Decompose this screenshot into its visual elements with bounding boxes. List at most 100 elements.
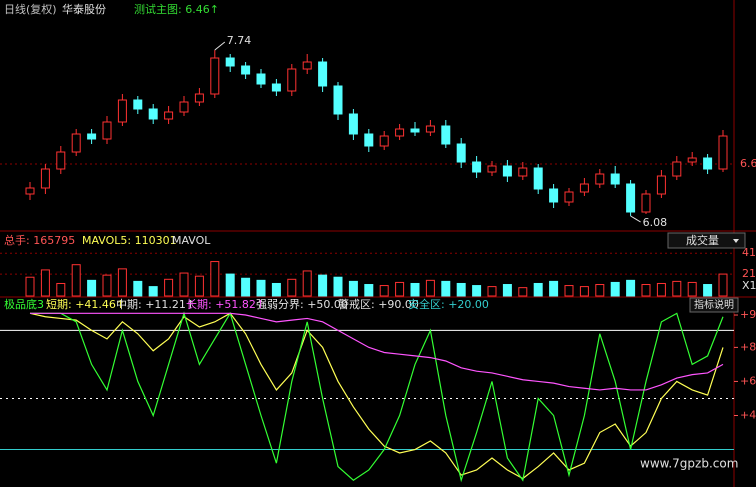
volume-bar	[241, 277, 251, 297]
indicator-title: 极品底3	[4, 297, 44, 311]
volume-bar	[148, 286, 158, 297]
candle-body	[487, 165, 497, 173]
y-tick-label: 6.6	[740, 157, 756, 170]
volume-bar	[287, 278, 297, 297]
volume-bar	[672, 280, 682, 297]
candle-body	[518, 167, 528, 177]
candle-body	[117, 99, 127, 123]
candle-body	[549, 188, 559, 203]
candle-body	[287, 68, 297, 92]
volume-bar	[71, 264, 81, 297]
candle-body	[425, 125, 435, 133]
candle-body	[502, 165, 512, 177]
volume-bar	[456, 282, 466, 297]
volume-bar	[87, 279, 97, 297]
volume-bar	[395, 281, 405, 297]
candle-body	[395, 128, 405, 137]
candle-body	[441, 125, 451, 145]
annotation: 7.74	[227, 34, 252, 47]
candle-body	[40, 168, 50, 189]
candle-body	[472, 161, 482, 173]
volume-bar	[703, 284, 713, 297]
y-tick-label: +9	[740, 308, 756, 321]
annotation: 6.08	[643, 216, 668, 229]
candle-body	[333, 85, 343, 115]
volume-bar	[533, 282, 543, 297]
volume-bar	[656, 282, 666, 297]
volume-bar	[425, 279, 435, 297]
volume-bar	[333, 276, 343, 297]
candle-body	[318, 61, 328, 87]
candle-body	[564, 191, 574, 203]
chart-title: 日线(复权)	[4, 2, 57, 16]
candle-body	[210, 57, 220, 95]
volume-bar	[179, 272, 189, 297]
hline-text: 警戒区: +90.00	[338, 297, 419, 311]
legend-entry: 短期: +41.46↑	[46, 297, 125, 311]
candle-body	[102, 121, 112, 140]
dropdown-arrow[interactable]	[733, 239, 739, 243]
candle-body	[302, 61, 312, 70]
volume-text: MAVOL	[172, 234, 211, 247]
candle-body	[610, 173, 620, 185]
indicator-line	[30, 312, 724, 391]
volume-bar	[595, 284, 605, 297]
y-tick-label: +4	[740, 408, 756, 421]
volume-bar	[56, 282, 66, 297]
hline-text: 强弱分界: +50.00	[256, 298, 348, 311]
candle-body	[672, 161, 682, 177]
candle-body	[179, 101, 189, 113]
candle-body	[25, 187, 35, 195]
annotation-leader	[630, 215, 641, 223]
volume-bar	[302, 270, 312, 297]
watermark: www.7gpzb.com	[640, 457, 738, 471]
y-tick-label: +8	[740, 340, 756, 353]
volume-bar	[502, 284, 512, 297]
candle-body	[364, 133, 374, 147]
candle-body	[410, 128, 420, 133]
selector-box[interactable]	[667, 232, 746, 249]
candle-body	[271, 83, 281, 92]
candle-body	[148, 108, 158, 120]
volume-bar	[133, 280, 143, 297]
volume-bar	[348, 280, 358, 297]
indicator-line	[29, 312, 724, 480]
volume-bar	[379, 285, 389, 297]
indicator-text: 测试主图: 6.46↑	[134, 3, 219, 16]
candle-body	[641, 193, 651, 213]
candle-body	[71, 133, 81, 153]
volume-bar	[194, 275, 204, 297]
candle-body	[348, 113, 358, 135]
indicator-line	[30, 311, 724, 483]
legend-entry: 长期: +51.82↑	[186, 298, 265, 311]
volume-bar	[25, 276, 35, 297]
volume-bar	[256, 279, 266, 297]
volume-text: MAVOL5: 110301	[82, 234, 177, 247]
y-tick-label: 41	[742, 246, 756, 259]
volume-bar	[718, 273, 728, 297]
candle-body	[456, 143, 466, 163]
volume-bar	[271, 282, 281, 297]
volume-bar	[518, 287, 528, 297]
volume-bar	[164, 278, 174, 297]
selector-label[interactable]: 成交量	[686, 233, 719, 247]
candle-body	[718, 135, 728, 170]
volume-bar	[626, 279, 636, 297]
candle-body	[703, 157, 713, 170]
candle-body	[56, 151, 66, 170]
volume-bar	[579, 286, 589, 297]
candle-body	[256, 73, 266, 85]
help-button-label[interactable]: 指标说明	[694, 298, 734, 311]
volume-bar	[687, 281, 697, 297]
y-tick-label: +6	[740, 374, 756, 387]
candle-body	[579, 183, 589, 193]
volume-bar	[441, 280, 451, 297]
stock-name: 华泰股份	[62, 2, 106, 16]
help-button[interactable]	[689, 297, 739, 313]
hline-text: 安全区: +20.00	[408, 297, 489, 311]
volume-bar	[641, 284, 651, 297]
candle-body	[379, 135, 389, 147]
candle-body	[533, 167, 543, 190]
